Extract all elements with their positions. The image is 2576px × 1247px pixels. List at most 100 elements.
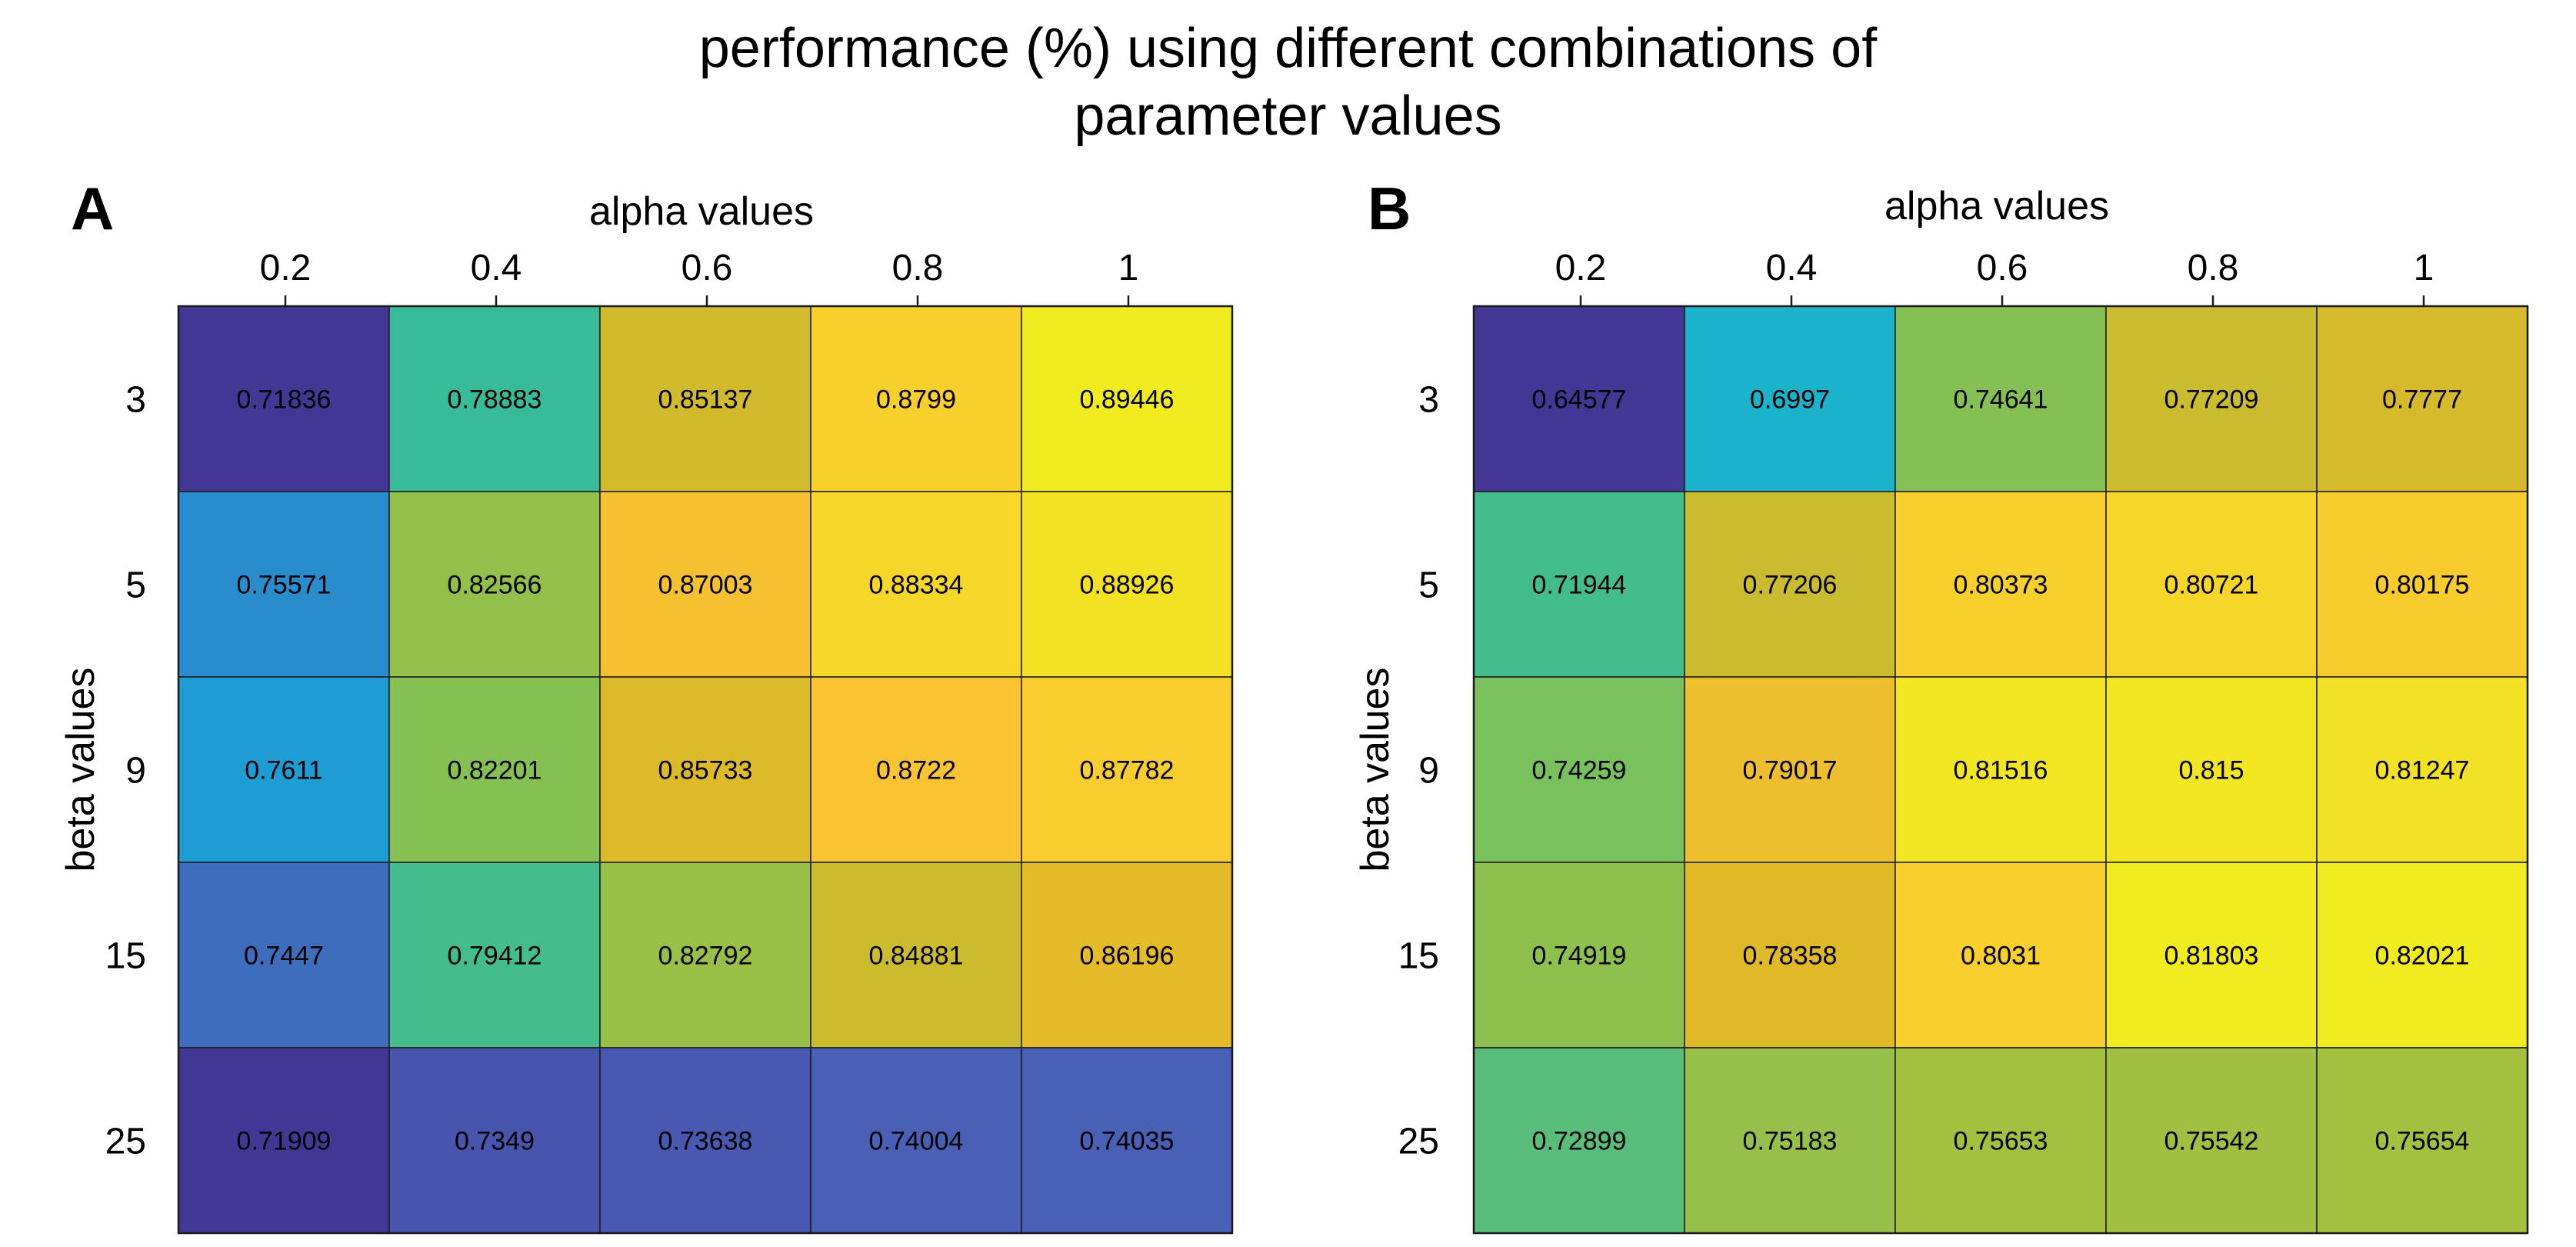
cell-value-label: 0.6997 bbox=[1750, 385, 1830, 415]
cell-value-label: 0.81516 bbox=[1954, 756, 2048, 785]
y-tick-label: 5 bbox=[125, 565, 146, 606]
y-axis-label: beta values bbox=[58, 668, 103, 872]
cell-value-label: 0.64577 bbox=[1532, 385, 1627, 415]
cell-value-label: 0.75653 bbox=[1954, 1127, 2048, 1156]
chart-title-line-2: parameter values bbox=[1074, 85, 1502, 147]
cell-value-label: 0.7447 bbox=[244, 942, 324, 971]
cell-value-label: 0.82792 bbox=[658, 942, 753, 971]
heatmap-cell bbox=[599, 491, 811, 678]
cell-value-label: 0.85137 bbox=[658, 385, 753, 415]
cell-value-label: 0.81803 bbox=[2164, 942, 2259, 971]
x-tick-label: 0.4 bbox=[471, 248, 522, 288]
heatmap-cell bbox=[388, 862, 601, 1049]
cell-value-label: 0.71909 bbox=[237, 1127, 332, 1156]
panel-label-a: A bbox=[71, 175, 114, 242]
plot-frame bbox=[1472, 305, 2529, 1235]
heatmap-cell bbox=[1473, 1047, 1685, 1234]
cell-value-label: 0.84881 bbox=[869, 942, 964, 971]
x-tick-label: 0.6 bbox=[1977, 248, 2028, 288]
cell-value-label: 0.7349 bbox=[455, 1127, 535, 1156]
cell-value-label: 0.74919 bbox=[1532, 942, 1627, 971]
cell-value-label: 0.87782 bbox=[1080, 756, 1175, 785]
heatmap-cell bbox=[1684, 1047, 1896, 1234]
y-tick-label: 3 bbox=[1418, 380, 1439, 421]
heatmap-cell bbox=[599, 676, 811, 863]
cell-value-label: 0.75183 bbox=[1743, 1127, 1838, 1156]
cell-value-label: 0.80721 bbox=[2164, 571, 2259, 600]
heatmap-cell bbox=[1021, 305, 1233, 492]
heatmap-cell bbox=[1684, 676, 1896, 863]
cell-value-label: 0.77206 bbox=[1743, 571, 1838, 600]
heatmap-cell bbox=[1895, 862, 2107, 1049]
y-tick-label: 9 bbox=[1418, 751, 1439, 792]
cell-value-label: 0.74641 bbox=[1954, 385, 2048, 415]
cell-value-label: 0.79017 bbox=[1743, 756, 1838, 785]
x-tick-label: 0.6 bbox=[681, 248, 733, 288]
x-tick-label: 1 bbox=[1118, 248, 1139, 288]
x-tick-label: 0.8 bbox=[2188, 248, 2239, 288]
cell-value-label: 0.75654 bbox=[2375, 1127, 2470, 1156]
heatmap-cell bbox=[2316, 676, 2528, 863]
cell-value-label: 0.82021 bbox=[2375, 942, 2470, 971]
heatmap-cell bbox=[178, 305, 390, 492]
heatmap-cell bbox=[1473, 676, 1685, 863]
plot-frame bbox=[177, 305, 1234, 1235]
heatmap-cell bbox=[178, 676, 390, 863]
cell-value-label: 0.8799 bbox=[876, 385, 956, 415]
y-tick-label: 25 bbox=[1398, 1122, 1439, 1162]
heatmap-cell bbox=[810, 862, 1022, 1049]
heatmap-cell bbox=[1895, 305, 2107, 492]
chart-title-line-1: performance (%) using different combinat… bbox=[698, 18, 1878, 79]
y-tick-label: 3 bbox=[125, 380, 146, 421]
cell-value-label: 0.89446 bbox=[1080, 385, 1175, 415]
heatmap-cell bbox=[388, 676, 601, 863]
y-tick-label: 15 bbox=[105, 936, 146, 977]
heatmap-cell bbox=[1895, 676, 2107, 863]
heatmap-cell bbox=[599, 1047, 811, 1234]
cell-value-label: 0.78883 bbox=[448, 385, 542, 415]
cell-value-label: 0.815 bbox=[2178, 756, 2244, 785]
cell-value-label: 0.73638 bbox=[658, 1127, 753, 1156]
x-tick-label: 0.2 bbox=[260, 248, 312, 288]
heatmap-cell bbox=[1021, 491, 1233, 678]
cell-value-label: 0.79412 bbox=[448, 942, 542, 971]
cell-value-label: 0.8031 bbox=[1961, 942, 2041, 971]
heatmap-cell bbox=[388, 491, 601, 678]
cell-value-label: 0.74004 bbox=[869, 1127, 964, 1156]
cell-value-label: 0.77209 bbox=[2164, 385, 2259, 415]
cell-value-label: 0.7777 bbox=[2382, 385, 2462, 415]
cell-value-label: 0.86196 bbox=[1080, 942, 1175, 971]
cell-value-label: 0.8722 bbox=[876, 756, 956, 785]
heatmap-cell bbox=[1021, 1047, 1233, 1234]
x-axis-label: alpha values bbox=[589, 189, 814, 234]
cell-value-label: 0.87003 bbox=[658, 571, 753, 600]
cell-value-label: 0.7611 bbox=[245, 756, 322, 785]
cell-value-label: 0.81247 bbox=[2375, 756, 2470, 785]
x-tick-label: 1 bbox=[2414, 248, 2434, 288]
cell-value-label: 0.71836 bbox=[237, 385, 332, 415]
heatmap-cell bbox=[178, 1047, 390, 1234]
heatmap-cell bbox=[1473, 491, 1685, 678]
heatmap-cell bbox=[599, 305, 811, 492]
cell-value-label: 0.88926 bbox=[1080, 571, 1175, 600]
heatmap-cell bbox=[1473, 862, 1685, 1049]
cell-value-label: 0.75571 bbox=[237, 571, 332, 600]
cell-value-label: 0.80373 bbox=[1954, 571, 2048, 600]
cell-value-label: 0.80175 bbox=[2375, 571, 2470, 600]
x-tick-label: 0.4 bbox=[1766, 248, 1818, 288]
heatmap-cell bbox=[2105, 862, 2318, 1049]
heatmap-cell bbox=[2316, 1047, 2528, 1234]
cell-value-label: 0.72899 bbox=[1532, 1127, 1627, 1156]
x-axis-label: alpha values bbox=[1885, 184, 2109, 228]
heatmap-cell bbox=[2316, 862, 2528, 1049]
heatmap-cell bbox=[1895, 1047, 2107, 1234]
cell-value-label: 0.71944 bbox=[1532, 571, 1627, 600]
y-tick-label: 9 bbox=[125, 751, 146, 792]
panel-label-b: B bbox=[1368, 175, 1411, 242]
x-tick-label: 0.8 bbox=[892, 248, 944, 288]
heatmap-cell bbox=[599, 862, 811, 1049]
heatmap-cell bbox=[2105, 491, 2318, 678]
heatmap-cell bbox=[1895, 491, 2107, 678]
cell-value-label: 0.75542 bbox=[2164, 1127, 2259, 1156]
